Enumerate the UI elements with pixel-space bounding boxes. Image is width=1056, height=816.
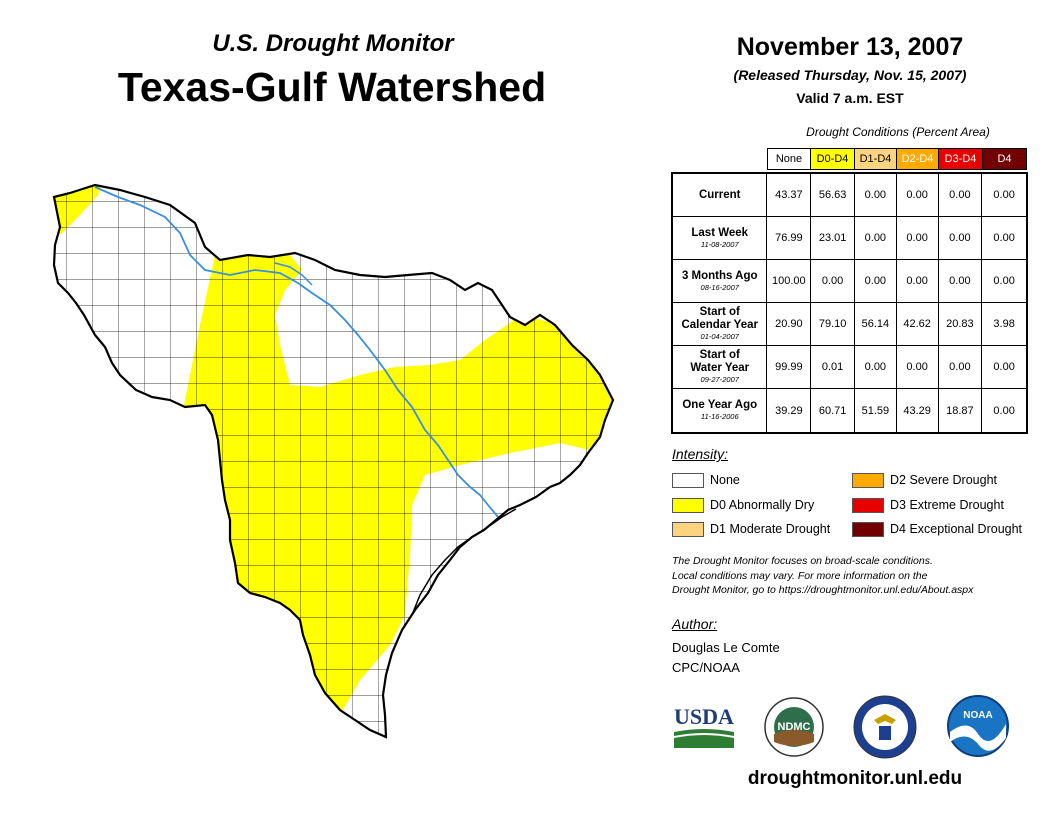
table-cell: 0.00 (993, 232, 1015, 244)
svg-text:USDA: USDA (674, 704, 734, 729)
table-cell: 20.90 (767, 303, 812, 345)
table-cell: 0.00 (897, 346, 939, 388)
table-cell: 0.00 (811, 260, 855, 302)
column-header: D1-D4 (855, 148, 897, 170)
column-header: D2-D4 (897, 148, 939, 170)
table-cell: 39.29 (767, 389, 812, 432)
legend-swatch (852, 521, 884, 537)
river-branch (274, 262, 313, 286)
river-main (94, 186, 499, 518)
svg-text:NOAA: NOAA (963, 710, 992, 721)
legend-item: D4 Exceptional Drought (852, 520, 1022, 538)
disclaimer-note: The Drought Monitor focuses on broad-sca… (672, 555, 974, 596)
row-label: Start of Water Year 09-27-2007 (673, 346, 768, 388)
barrier-island (411, 508, 517, 616)
table-cell: 0.00 (897, 174, 939, 216)
column-header: D4 (983, 148, 1027, 170)
table-row: 3 Months Ago 08-16-2007 100.00 0.00 0.00 0.00… (673, 260, 1026, 303)
table-cell: 0.00 (993, 404, 1015, 417)
table-cell: 0.00 (993, 189, 1015, 201)
map-title: Texas-Gulf Watershed (117, 64, 547, 110)
table-row: Start of Water Year 09-27-2007 99.99 0.01 0.0… (673, 346, 1026, 389)
author-heading: Author: (672, 616, 718, 632)
svg-text:NDMC: NDMC (778, 721, 811, 733)
row-label: Current (673, 174, 768, 216)
usda-logo: USDA (672, 702, 736, 750)
legend-swatch (672, 472, 704, 488)
table-cell: 0.00 (939, 174, 983, 216)
legend-item: None (672, 471, 740, 489)
author-org: CPC/NOAA (672, 660, 740, 675)
table-cell: 79.10 (811, 303, 855, 345)
legend-label: D1 Moderate Drought (710, 522, 831, 536)
legend-label: None (710, 473, 740, 487)
legend-label: D0 Abnormally Dry (710, 498, 815, 512)
table-cell: 0.00 (855, 346, 897, 388)
row-label: Start of Calendar Year 01-04-2007 (673, 303, 768, 345)
table-cell: 0.00 (939, 346, 983, 388)
table-cell: 51.59 (855, 389, 897, 432)
legend-swatch (852, 497, 884, 513)
valid-time: Valid 7 a.m. EST (796, 90, 904, 106)
legend-item: D0 Abnormally Dry (672, 496, 814, 514)
release-date: (Released Thursday, Nov. 15, 2007) (733, 67, 967, 83)
table-cell: 0.00 (993, 361, 1015, 373)
table-cell: 56.14 (855, 303, 897, 345)
legend-swatch (672, 497, 704, 513)
table-cell: 0.01 (811, 346, 855, 388)
column-header: D3-D4 (939, 148, 983, 170)
map-date: November 13, 2007 (736, 33, 964, 61)
table-cell: 3.98 (993, 318, 1015, 330)
map-subtitle: U.S. Drought Monitor (212, 30, 454, 57)
table-cell: 0.00 (939, 260, 983, 302)
drought-conditions-table: Current 43.37 56.63 0.00 0.00 0.00 0.00 Last We… (671, 172, 1028, 434)
ndmc-logo: NDMC (760, 696, 828, 758)
table-cell: 56.63 (811, 174, 855, 216)
noaa-logo: NOAA (946, 694, 1010, 758)
table-row: One Year Ago 11-16-2006 39.29 60.71 51.59 43.… (673, 389, 1026, 432)
legend-swatch (852, 472, 884, 488)
legend-label: D2 Severe Drought (890, 473, 998, 487)
table-row: Last Week 11-08-2007 76.99 23.01 0.00 0.00 0.0… (673, 217, 1026, 260)
legend-title: Intensity: (672, 446, 729, 462)
legend-item: D2 Severe Drought (852, 471, 997, 489)
table-cell: 0.00 (855, 217, 897, 259)
column-header: None (767, 148, 811, 170)
table-cell: 0.00 (855, 174, 897, 216)
table-cell: 100.00 (767, 260, 812, 302)
table-cell: 0.00 (855, 260, 897, 302)
row-label: Last Week 11-08-2007 (673, 217, 768, 259)
table-cell: 18.87 (939, 389, 983, 432)
table-cell: 0.00 (939, 217, 983, 259)
table-cell: 42.62 (897, 303, 939, 345)
commerce-seal-logo (852, 694, 918, 760)
column-header: D0-D4 (811, 148, 855, 170)
legend-label: D3 Extreme Drought (890, 498, 1004, 512)
table-cell: 0.00 (897, 217, 939, 259)
table-cell: 43.37 (767, 174, 812, 216)
table-row: Start of Calendar Year 01-04-2007 20.90 79.1… (673, 303, 1026, 346)
watershed-map (40, 175, 630, 745)
author-name: Douglas Le Comte (672, 640, 780, 655)
table-cell: 0.00 (993, 275, 1015, 287)
row-label: 3 Months Ago 08-16-2007 (673, 260, 768, 302)
table-caption: Drought Conditions (Percent Area) (806, 125, 990, 139)
table-cell: 60.71 (811, 389, 855, 432)
table-cell: 23.01 (811, 217, 855, 259)
table-cell: 0.00 (897, 260, 939, 302)
table-row: Current 43.37 56.63 0.00 0.00 0.00 0.00 (673, 174, 1026, 217)
author-info: Douglas Le Comte CPC/NOAA (672, 638, 780, 678)
legend-swatch (672, 521, 704, 537)
legend-label: D4 Exceptional Drought (890, 522, 1023, 536)
table-cell: 99.99 (767, 346, 812, 388)
table-cell: 76.99 (767, 217, 812, 259)
table-cell: 43.29 (897, 389, 939, 432)
table-header: None D0-D4 D1-D4 D2-D4 D3-D4 D4 (767, 148, 1027, 172)
table-cell: 20.83 (939, 303, 983, 345)
legend-item: D1 Moderate Drought (672, 520, 830, 538)
row-label: One Year Ago 11-16-2006 (673, 389, 768, 432)
legend-item: D3 Extreme Drought (852, 496, 1004, 514)
footer-url[interactable]: droughtmonitor.unl.edu (747, 768, 963, 789)
